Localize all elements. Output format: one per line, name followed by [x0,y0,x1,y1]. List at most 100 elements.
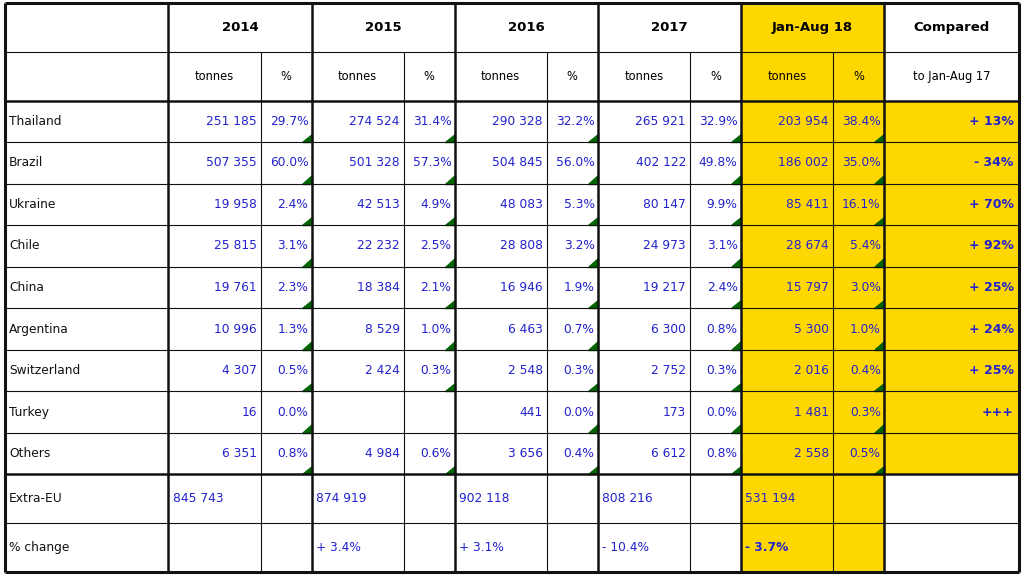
Text: + 13%: + 13% [969,115,1014,128]
Bar [884,433,1019,474]
Text: %: % [281,70,292,83]
Polygon shape [302,258,311,267]
Text: 10 996: 10 996 [214,323,257,336]
Polygon shape [589,175,598,183]
Bar [740,183,884,225]
Text: 2 424: 2 424 [365,364,399,377]
Text: 1.0%: 1.0% [850,323,881,336]
Text: 0.4%: 0.4% [850,364,881,377]
Text: 38.4%: 38.4% [842,115,881,128]
Text: 3 656: 3 656 [508,447,543,460]
Text: 1 481: 1 481 [794,405,828,419]
Text: 2014: 2014 [221,21,258,34]
Text: 35.0%: 35.0% [842,156,881,170]
Bar [740,3,884,52]
Text: 531 194: 531 194 [744,492,796,505]
Bar [740,267,884,308]
Text: 0.0%: 0.0% [278,405,308,419]
Text: Chile: Chile [9,239,40,252]
Bar [740,350,884,392]
Polygon shape [874,133,884,142]
Text: 1.0%: 1.0% [421,323,452,336]
Bar [740,225,884,267]
Text: 874 919: 874 919 [315,492,367,505]
Text: 9.9%: 9.9% [707,198,737,211]
Text: 6 463: 6 463 [508,323,543,336]
Bar [884,183,1019,225]
Text: - 3.7%: - 3.7% [744,541,788,554]
Text: 18 384: 18 384 [357,281,399,294]
Text: 0.5%: 0.5% [278,364,308,377]
Bar [740,52,884,101]
Text: 0.3%: 0.3% [563,364,595,377]
Polygon shape [589,383,598,392]
Text: Brazil: Brazil [9,156,43,170]
Text: tonnes: tonnes [338,70,377,83]
Polygon shape [445,133,455,142]
Polygon shape [589,424,598,433]
Text: 265 921: 265 921 [635,115,686,128]
Polygon shape [445,258,455,267]
Text: 2.1%: 2.1% [421,281,452,294]
Text: 186 002: 186 002 [778,156,828,170]
Text: 0.8%: 0.8% [707,323,737,336]
Text: 49.8%: 49.8% [698,156,737,170]
Text: 507 355: 507 355 [206,156,257,170]
Polygon shape [445,175,455,183]
Text: %: % [424,70,434,83]
Text: 6 351: 6 351 [222,447,257,460]
Text: 274 524: 274 524 [349,115,399,128]
Text: 32.9%: 32.9% [699,115,737,128]
Text: 0.4%: 0.4% [563,447,595,460]
Polygon shape [445,217,455,225]
Bar [740,523,884,572]
Text: 85 411: 85 411 [786,198,828,211]
Text: + 25%: + 25% [969,364,1014,377]
Text: 2.5%: 2.5% [421,239,452,252]
Text: + 3.1%: + 3.1% [459,541,504,554]
Text: to Jan-Aug 17: to Jan-Aug 17 [912,70,990,83]
Polygon shape [731,466,740,474]
Text: tonnes: tonnes [195,70,234,83]
Polygon shape [731,133,740,142]
Text: 0.3%: 0.3% [707,364,737,377]
Text: Jan-Aug 18: Jan-Aug 18 [772,21,853,34]
Text: 0.7%: 0.7% [563,323,595,336]
Text: 3.0%: 3.0% [850,281,881,294]
Text: 441: 441 [519,405,543,419]
Polygon shape [302,383,311,392]
Text: 0.8%: 0.8% [707,447,737,460]
Text: %: % [567,70,578,83]
Polygon shape [874,175,884,183]
Polygon shape [589,341,598,350]
Text: - 10.4%: - 10.4% [602,541,648,554]
Polygon shape [589,300,598,308]
Polygon shape [589,133,598,142]
Text: 48 083: 48 083 [500,198,543,211]
Polygon shape [731,424,740,433]
Text: 16: 16 [242,405,257,419]
Text: + 24%: + 24% [969,323,1014,336]
Bar [884,142,1019,183]
Text: 0.0%: 0.0% [563,405,595,419]
Text: 2017: 2017 [651,21,687,34]
Bar [740,392,884,433]
Text: 203 954: 203 954 [778,115,828,128]
Text: 2 016: 2 016 [794,364,828,377]
Text: 251 185: 251 185 [206,115,257,128]
Bar [884,101,1019,142]
Text: 5.3%: 5.3% [563,198,595,211]
Text: 22 232: 22 232 [357,239,399,252]
Text: Turkey: Turkey [9,405,49,419]
Text: 3.2%: 3.2% [563,239,595,252]
Text: 3.1%: 3.1% [707,239,737,252]
Text: 19 761: 19 761 [214,281,257,294]
Text: 31.4%: 31.4% [413,115,452,128]
Text: 0.8%: 0.8% [278,447,308,460]
Text: + 92%: + 92% [969,239,1014,252]
Text: +++: +++ [982,405,1014,419]
Text: Switzerland: Switzerland [9,364,81,377]
Text: 56.0%: 56.0% [556,156,595,170]
Text: 57.3%: 57.3% [413,156,452,170]
Text: 3.1%: 3.1% [278,239,308,252]
